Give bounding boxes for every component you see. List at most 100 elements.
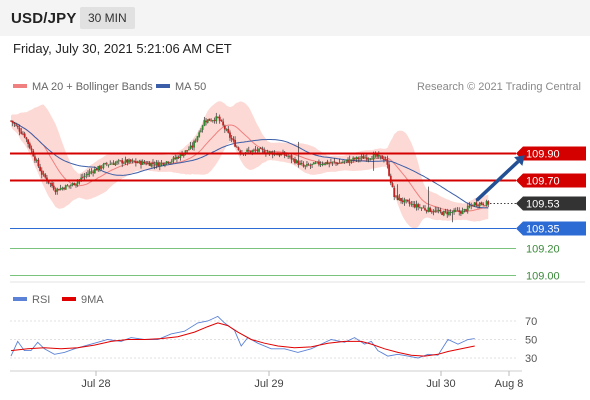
candle-body — [95, 169, 98, 171]
candle — [217, 116, 219, 119]
candle-body — [124, 159, 127, 163]
candle-body — [229, 132, 231, 138]
price-levels: 109.90 109.70 109.35 109.20 109.00 109.53 — [10, 146, 586, 283]
bollinger-band — [11, 101, 489, 229]
candle-body — [194, 140, 197, 142]
candle — [160, 160, 163, 167]
candle-body — [364, 157, 367, 159]
candle — [54, 187, 57, 195]
rsi-ma-legend-swatch — [62, 297, 76, 301]
timeframe-badge[interactable]: 30 MIN — [80, 7, 135, 29]
candle-body — [203, 120, 206, 126]
candle-body — [92, 171, 95, 173]
candle-body — [335, 162, 337, 164]
candle — [229, 130, 231, 141]
candle — [292, 158, 295, 162]
candle — [220, 119, 223, 122]
candle-body — [478, 202, 481, 207]
candle — [176, 155, 178, 163]
candle-body — [439, 209, 442, 212]
candle-body — [362, 156, 365, 159]
candle-body — [316, 161, 319, 163]
price-level-109-70: 109.70 — [10, 173, 586, 188]
rsi-tick-label: 50 — [525, 335, 537, 347]
candle — [449, 209, 452, 216]
candle — [201, 124, 204, 133]
resistance-label: 109.90 — [526, 149, 560, 161]
candle-body — [348, 159, 351, 163]
candle-body — [167, 161, 170, 163]
candle — [73, 182, 76, 186]
candle-body — [44, 174, 47, 178]
candle — [109, 160, 112, 165]
candle-body — [23, 133, 26, 138]
ma50-line — [10, 120, 489, 209]
candle — [439, 207, 442, 214]
candle — [71, 182, 74, 187]
candle — [150, 162, 153, 168]
candle-body — [215, 116, 218, 122]
candle-body — [420, 207, 423, 209]
candle-body — [141, 161, 144, 165]
candle-body — [371, 158, 373, 160]
candle-body — [155, 162, 158, 166]
candle — [129, 159, 132, 164]
candle-body — [59, 188, 62, 190]
candle — [158, 161, 161, 171]
candle-body — [355, 156, 358, 160]
candle-body — [188, 149, 190, 151]
candle-body — [205, 120, 207, 123]
candle — [324, 162, 327, 166]
candle — [350, 159, 353, 164]
candle — [46, 174, 48, 184]
candle-body — [191, 145, 194, 148]
candle-body — [90, 171, 93, 173]
candle-body — [276, 154, 279, 156]
x-axis-ticks: Jul 28 Jul 29 Jul 30 Aug 8 — [81, 371, 523, 390]
candle-body — [461, 210, 464, 215]
candle-body — [54, 190, 57, 193]
candle — [145, 161, 148, 166]
candle-body — [189, 145, 192, 149]
candle — [465, 208, 467, 213]
candle-body — [58, 189, 60, 191]
candle — [432, 209, 435, 216]
candle — [410, 200, 413, 207]
candle — [471, 204, 474, 207]
candle — [319, 161, 322, 167]
rsi-ma-legend-label: 9MA — [81, 294, 104, 306]
candle — [75, 183, 77, 188]
candle — [429, 206, 432, 213]
candle-body — [199, 130, 202, 132]
candle-body — [225, 129, 228, 131]
candle — [232, 136, 235, 143]
candle — [253, 148, 255, 153]
candle — [111, 162, 113, 165]
candle — [413, 201, 416, 209]
candle-body — [28, 143, 31, 149]
candle — [311, 163, 313, 168]
candle — [196, 135, 199, 143]
candle — [473, 202, 476, 207]
candle-body — [454, 210, 457, 212]
candle-body — [422, 207, 425, 209]
candle — [35, 158, 38, 163]
candle-body — [217, 116, 219, 118]
candle — [223, 124, 226, 133]
candle-body — [340, 162, 343, 164]
candle — [81, 173, 84, 179]
bollinger-band-layer — [11, 101, 489, 229]
candle-body — [253, 149, 255, 151]
candle — [442, 210, 445, 217]
candle — [28, 141, 31, 150]
candle-body — [237, 147, 240, 151]
candle-body — [218, 116, 221, 121]
candle — [417, 202, 420, 211]
candle — [456, 207, 459, 212]
candle — [304, 165, 307, 170]
candle — [16, 123, 19, 130]
candle — [458, 207, 461, 216]
candle — [172, 156, 175, 164]
candle — [87, 170, 89, 178]
candle-body — [129, 159, 132, 162]
